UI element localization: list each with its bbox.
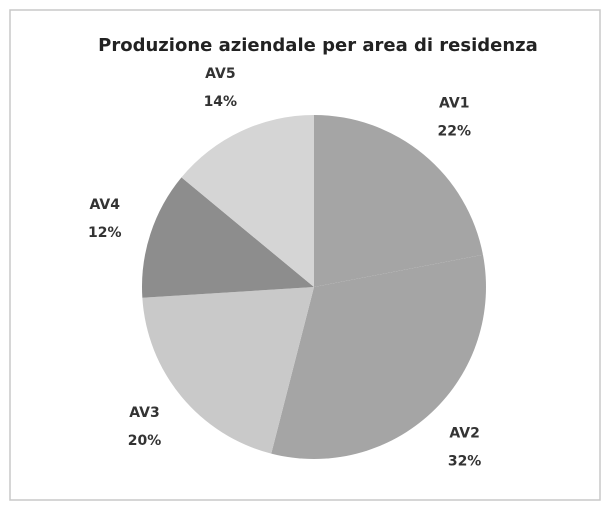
slice-value-label: 14% (204, 94, 238, 110)
pie-slice (142, 177, 314, 298)
slice-value-label: 32% (448, 453, 482, 469)
slice-name: AV2 (449, 425, 479, 441)
slice-value-label: 12% (88, 225, 122, 241)
slice-name: AV3 (129, 405, 159, 421)
slice-name: AV4 (90, 197, 121, 213)
slice-name: AV5 (205, 66, 235, 82)
slice-name: AV1 (439, 95, 469, 111)
pie-slice (142, 287, 314, 454)
pie-slice (271, 254, 486, 459)
pie-slice (181, 115, 314, 287)
slice-value-label: 22% (437, 123, 471, 139)
chart-title: Produzione aziendale per area di residen… (98, 35, 538, 56)
pie-slice (314, 115, 483, 287)
slice-value-label: 20% (128, 433, 162, 449)
